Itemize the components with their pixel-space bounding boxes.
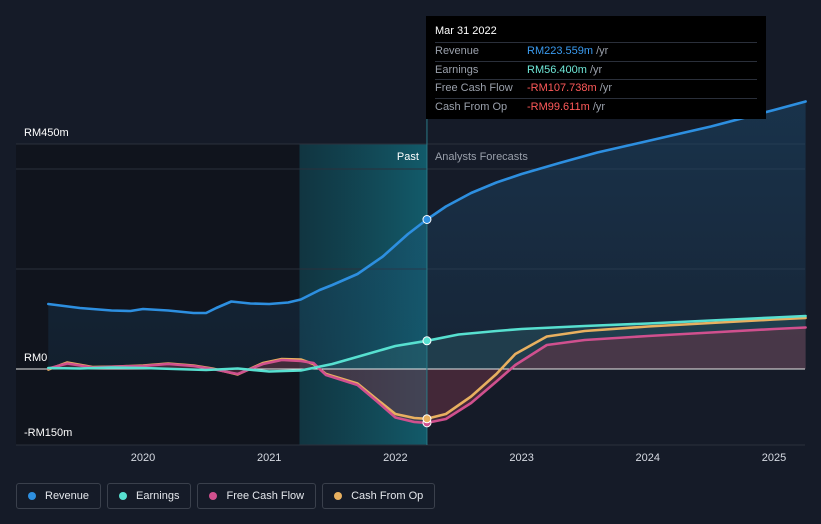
chart-area: RM450m RM0 -RM150m 2020 2021 2022 2023 2024 2025… — [16, 16, 807, 464]
earnings-line — [47, 314, 807, 373]
legend-label: Earnings — [136, 490, 180, 502]
tooltip-label: Earnings — [435, 63, 479, 76]
past-label: Past — [397, 151, 419, 163]
tooltip-label: Free Cash Flow — [435, 82, 513, 94]
tooltip-label: Cash From Op — [435, 100, 508, 113]
free-cash-flow-line — [47, 326, 807, 425]
y-axis-label: RM450m — [24, 127, 69, 139]
x-tick-label: 2024 — [636, 452, 660, 464]
revenue-line — [47, 100, 807, 315]
legend-label: Cash From Op — [351, 490, 424, 502]
legend-item-free-cash-flow[interactable]: Free Cash Flow — [197, 483, 317, 509]
tooltip-value: -RM99.611m /yr — [527, 100, 606, 113]
legend-item-cash-from-op[interactable]: Cash From Op — [322, 483, 436, 509]
legend-label: Free Cash Flow — [226, 490, 305, 502]
history-background — [16, 144, 300, 445]
x-tick-label: 2021 — [257, 452, 281, 464]
tooltip-row-earnings: Earnings RM56.400m /yr — [435, 60, 757, 80]
tooltip-row-free-cash-flow: Free Cash Flow -RM107.738m /yr — [435, 79, 757, 98]
legend-item-earnings[interactable]: Earnings — [107, 483, 192, 509]
legend-dot-icon — [119, 492, 128, 500]
data-tooltip: Mar 31 2022 Revenue RM223.559m /yr Earni… — [426, 16, 766, 119]
tooltip-value: -RM107.738m /yr — [527, 82, 612, 94]
earnings-marker — [422, 336, 432, 346]
x-tick-label: 2022 — [383, 452, 407, 464]
tooltip-date: Mar 31 2022 — [435, 25, 497, 37]
legend-dot-icon — [209, 492, 218, 500]
x-tick-label: 2025 — [762, 452, 786, 464]
legend-dot-icon — [334, 492, 343, 500]
y-axis-label: RM0 — [24, 352, 47, 364]
tooltip-row-cash-from-op: Cash From Op -RM99.611m /yr — [435, 97, 757, 117]
cash-from-op-marker — [422, 414, 432, 424]
legend-dot-icon — [28, 492, 36, 500]
tooltip-value: RM56.400m /yr — [527, 63, 603, 76]
legend-item-revenue[interactable]: Revenue — [16, 483, 102, 509]
y-axis-label: -RM150m — [24, 427, 72, 439]
chart-legend: Revenue Earnings Free Cash Flow Cash Fro… — [16, 483, 436, 509]
tooltip-value: RM223.559m /yr — [527, 45, 609, 57]
tooltip-label: Revenue — [435, 45, 480, 57]
x-tick-label: 2023 — [509, 452, 533, 464]
forecast-label: Analysts Forecasts — [435, 151, 528, 163]
tooltip-row-revenue: Revenue RM223.559m /yr — [435, 42, 757, 61]
legend-label: Revenue — [45, 490, 90, 502]
revenue-marker — [422, 215, 432, 224]
x-tick-label: 2020 — [131, 452, 155, 464]
